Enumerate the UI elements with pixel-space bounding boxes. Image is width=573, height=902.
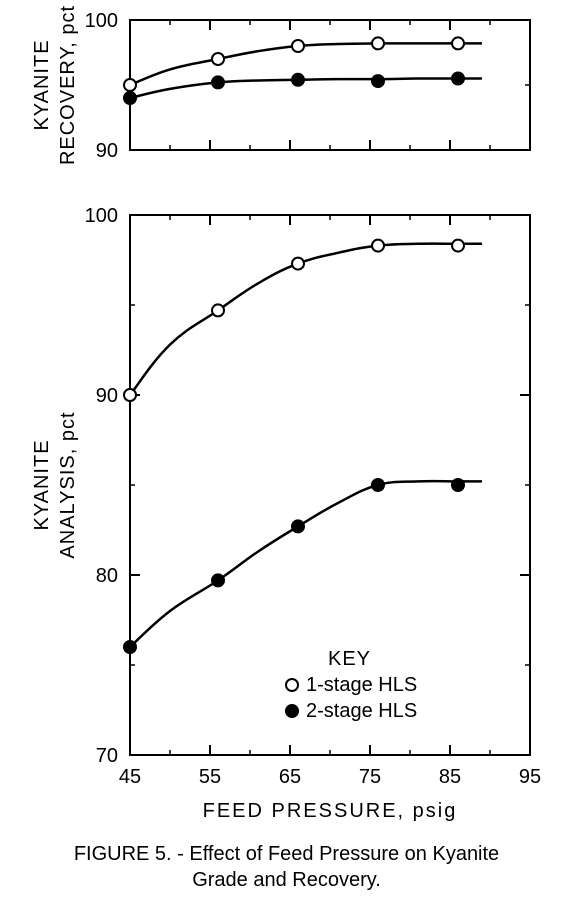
filled-circle-marker bbox=[452, 73, 464, 85]
open-circle-marker bbox=[372, 240, 384, 252]
filled-circle-marker bbox=[124, 641, 136, 653]
filled-circle-marker bbox=[372, 479, 384, 491]
open-circle-marker bbox=[372, 37, 384, 49]
filled-circle-marker bbox=[292, 74, 304, 86]
y-tick-label: 70 bbox=[96, 745, 118, 767]
y-tick-label: 90 bbox=[96, 385, 118, 407]
series-line bbox=[130, 78, 482, 98]
chart-svg: 90100KYANITERECOVERY, pct708090100455565… bbox=[0, 0, 573, 902]
figure-caption: FIGURE 5. - Effect of Feed Pressure on K… bbox=[74, 843, 499, 865]
open-circle-marker bbox=[452, 240, 464, 252]
filled-circle-marker bbox=[212, 76, 224, 88]
y-axis-label: KYANITE bbox=[31, 39, 53, 130]
open-circle-marker bbox=[124, 79, 136, 91]
x-tick-label: 75 bbox=[359, 766, 381, 788]
open-circle-marker bbox=[292, 40, 304, 52]
y-tick-label: 100 bbox=[85, 10, 118, 32]
y-axis-label: RECOVERY, pct bbox=[57, 5, 79, 165]
y-tick-label: 90 bbox=[96, 140, 118, 162]
filled-circle-marker bbox=[372, 75, 384, 87]
open-circle-icon bbox=[286, 679, 298, 691]
x-axis-label: FEED PRESSURE, psig bbox=[203, 800, 458, 822]
filled-circle-marker bbox=[292, 520, 304, 532]
series-line bbox=[130, 481, 482, 647]
filled-circle-marker bbox=[452, 479, 464, 491]
x-tick-label: 65 bbox=[279, 766, 301, 788]
y-axis-label: KYANITE bbox=[31, 439, 53, 530]
open-circle-marker bbox=[124, 389, 136, 401]
open-circle-marker bbox=[292, 258, 304, 270]
y-tick-label: 80 bbox=[96, 565, 118, 587]
series-line bbox=[130, 244, 482, 395]
filled-circle-marker bbox=[212, 574, 224, 586]
figure-container: 90100KYANITERECOVERY, pct708090100455565… bbox=[0, 0, 573, 902]
y-axis-label: ANALYSIS, pct bbox=[57, 411, 79, 558]
open-circle-marker bbox=[452, 37, 464, 49]
legend-title: KEY bbox=[328, 648, 371, 670]
legend-item-label: 1-stage HLS bbox=[306, 674, 417, 696]
filled-circle-icon bbox=[286, 705, 298, 717]
legend-item-label: 2-stage HLS bbox=[306, 700, 417, 722]
x-tick-label: 45 bbox=[119, 766, 141, 788]
open-circle-marker bbox=[212, 53, 224, 65]
x-tick-label: 95 bbox=[519, 766, 541, 788]
x-tick-label: 85 bbox=[439, 766, 461, 788]
y-tick-label: 100 bbox=[85, 205, 118, 227]
x-tick-label: 55 bbox=[199, 766, 221, 788]
open-circle-marker bbox=[212, 304, 224, 316]
figure-caption: Grade and Recovery. bbox=[192, 869, 381, 891]
filled-circle-marker bbox=[124, 92, 136, 104]
